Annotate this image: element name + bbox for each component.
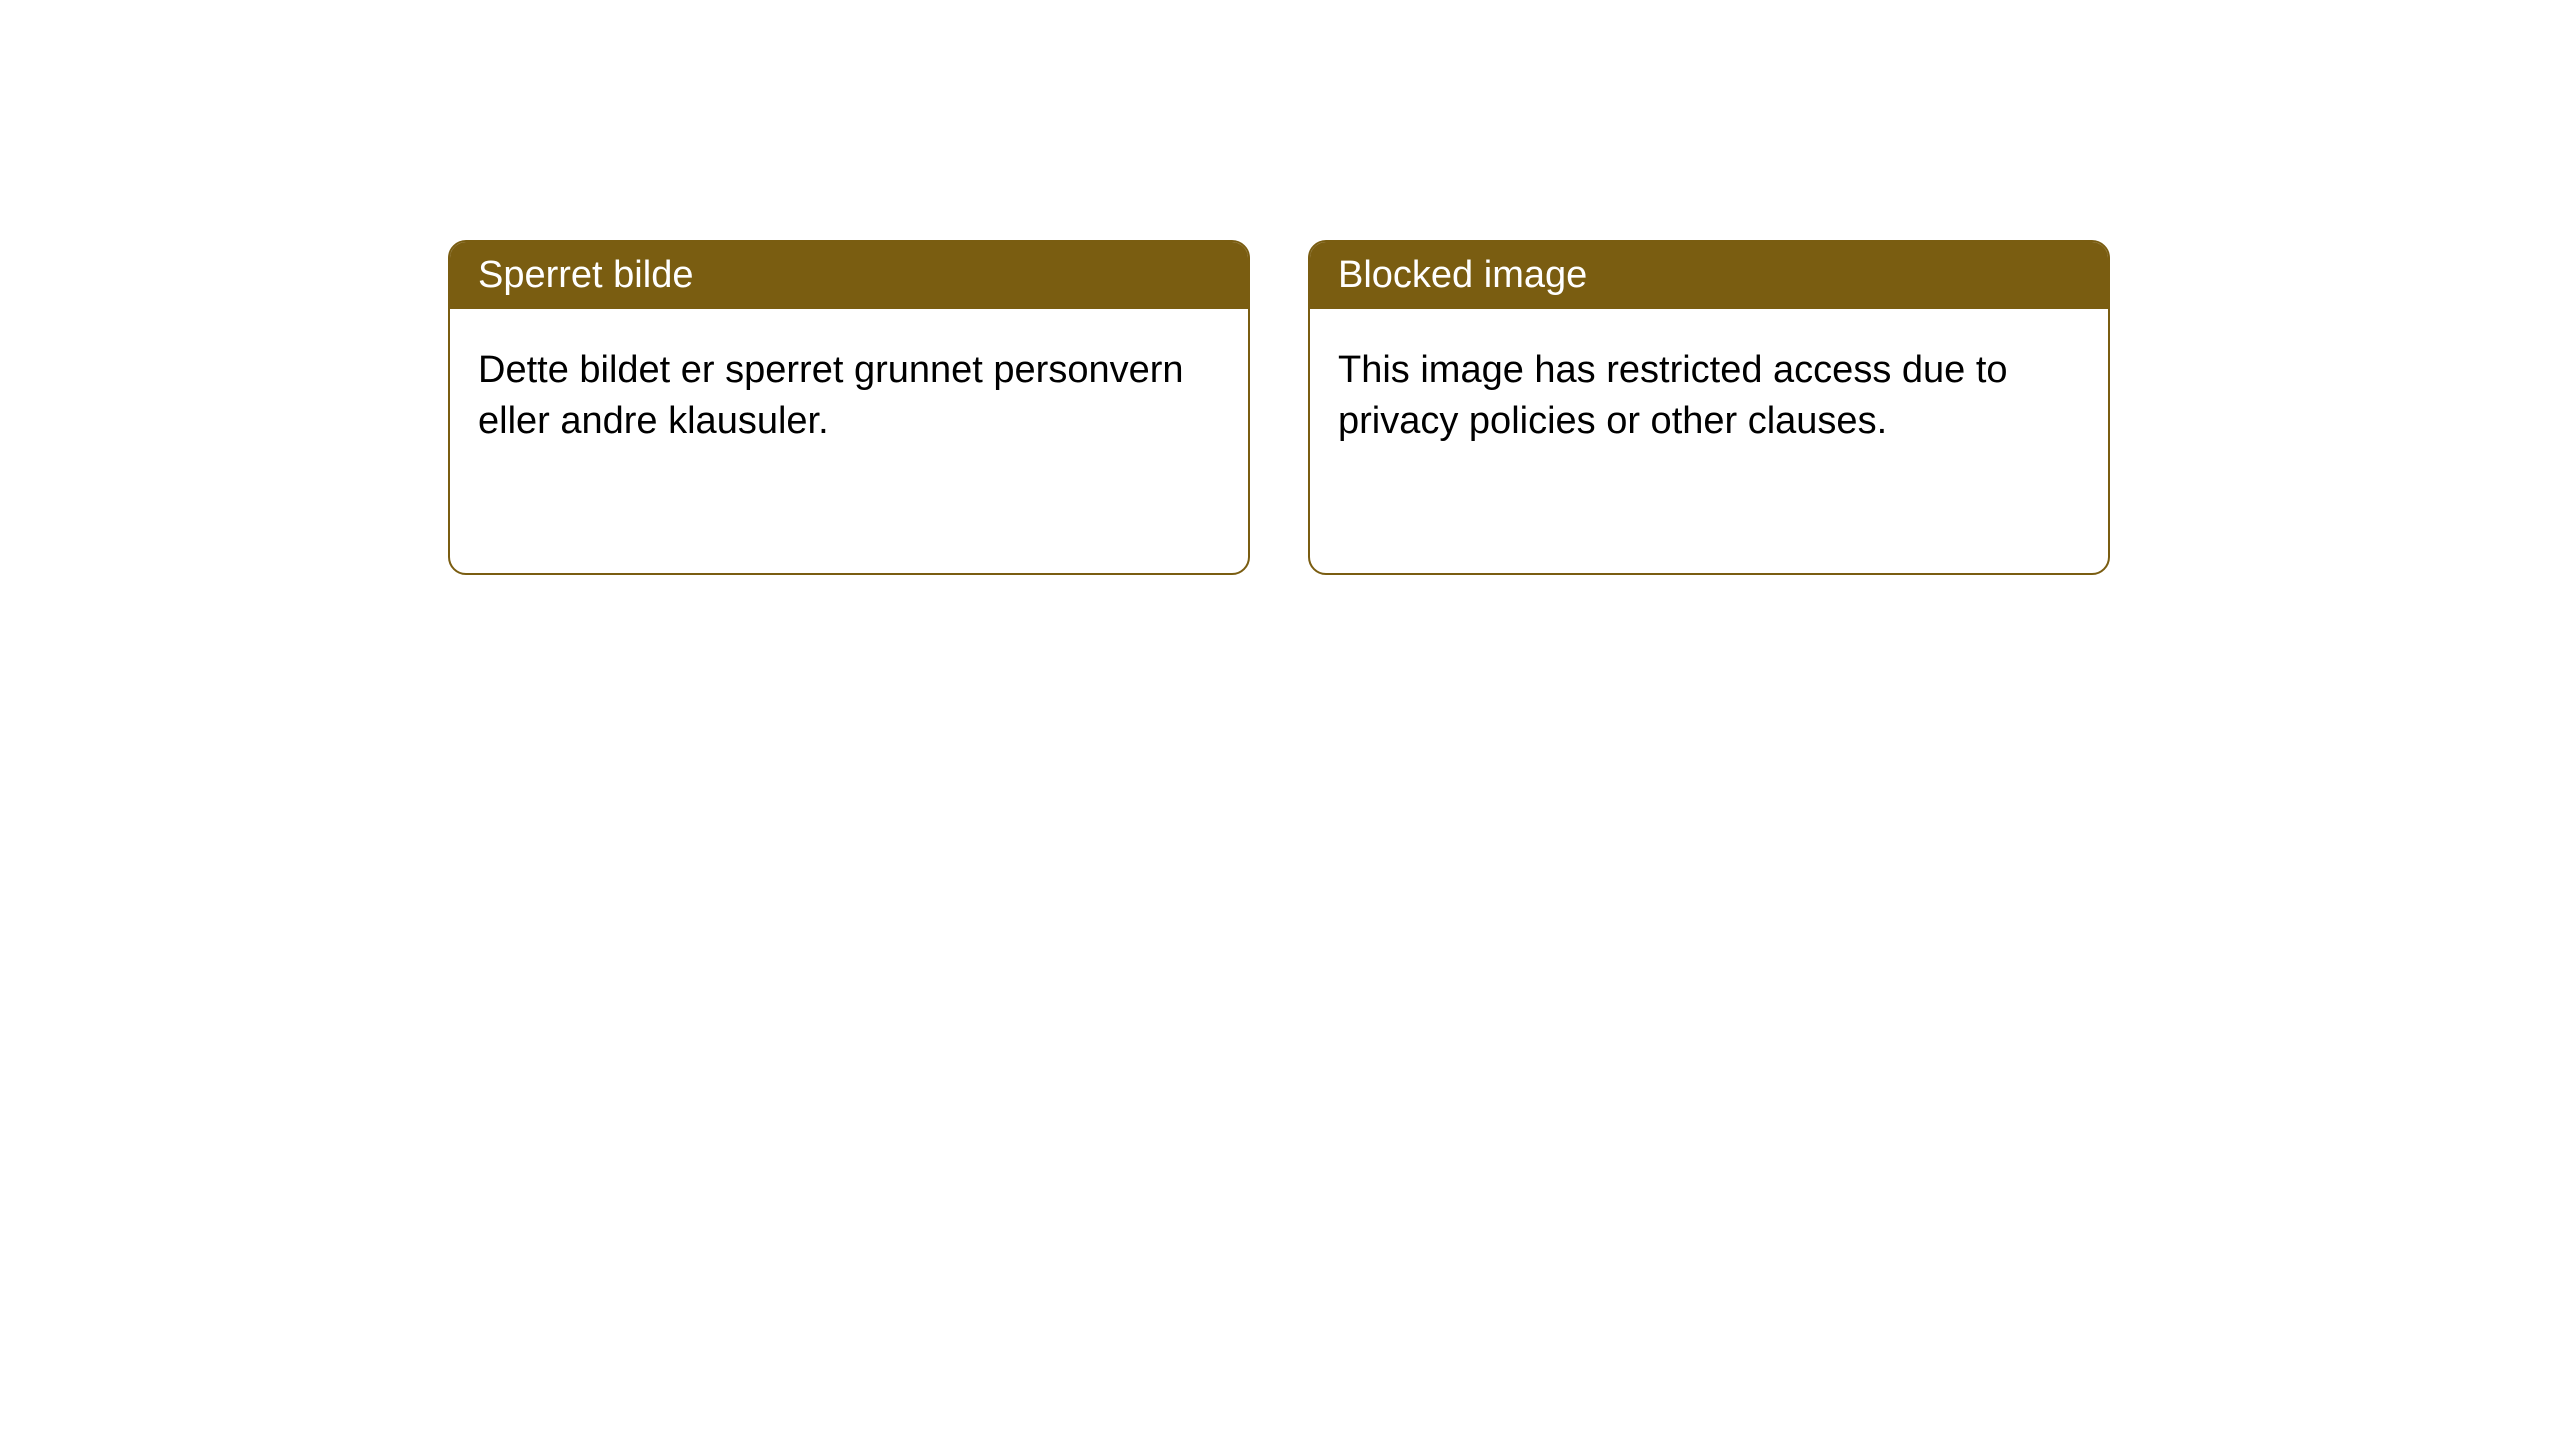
notice-body-norwegian: Dette bildet er sperret grunnet personve… — [450, 309, 1248, 484]
notice-card-english: Blocked image This image has restricted … — [1308, 240, 2110, 575]
notice-container: Sperret bilde Dette bildet er sperret gr… — [0, 0, 2560, 575]
notice-title-norwegian: Sperret bilde — [450, 242, 1248, 309]
notice-body-english: This image has restricted access due to … — [1310, 309, 2108, 484]
notice-card-norwegian: Sperret bilde Dette bildet er sperret gr… — [448, 240, 1250, 575]
notice-title-english: Blocked image — [1310, 242, 2108, 309]
